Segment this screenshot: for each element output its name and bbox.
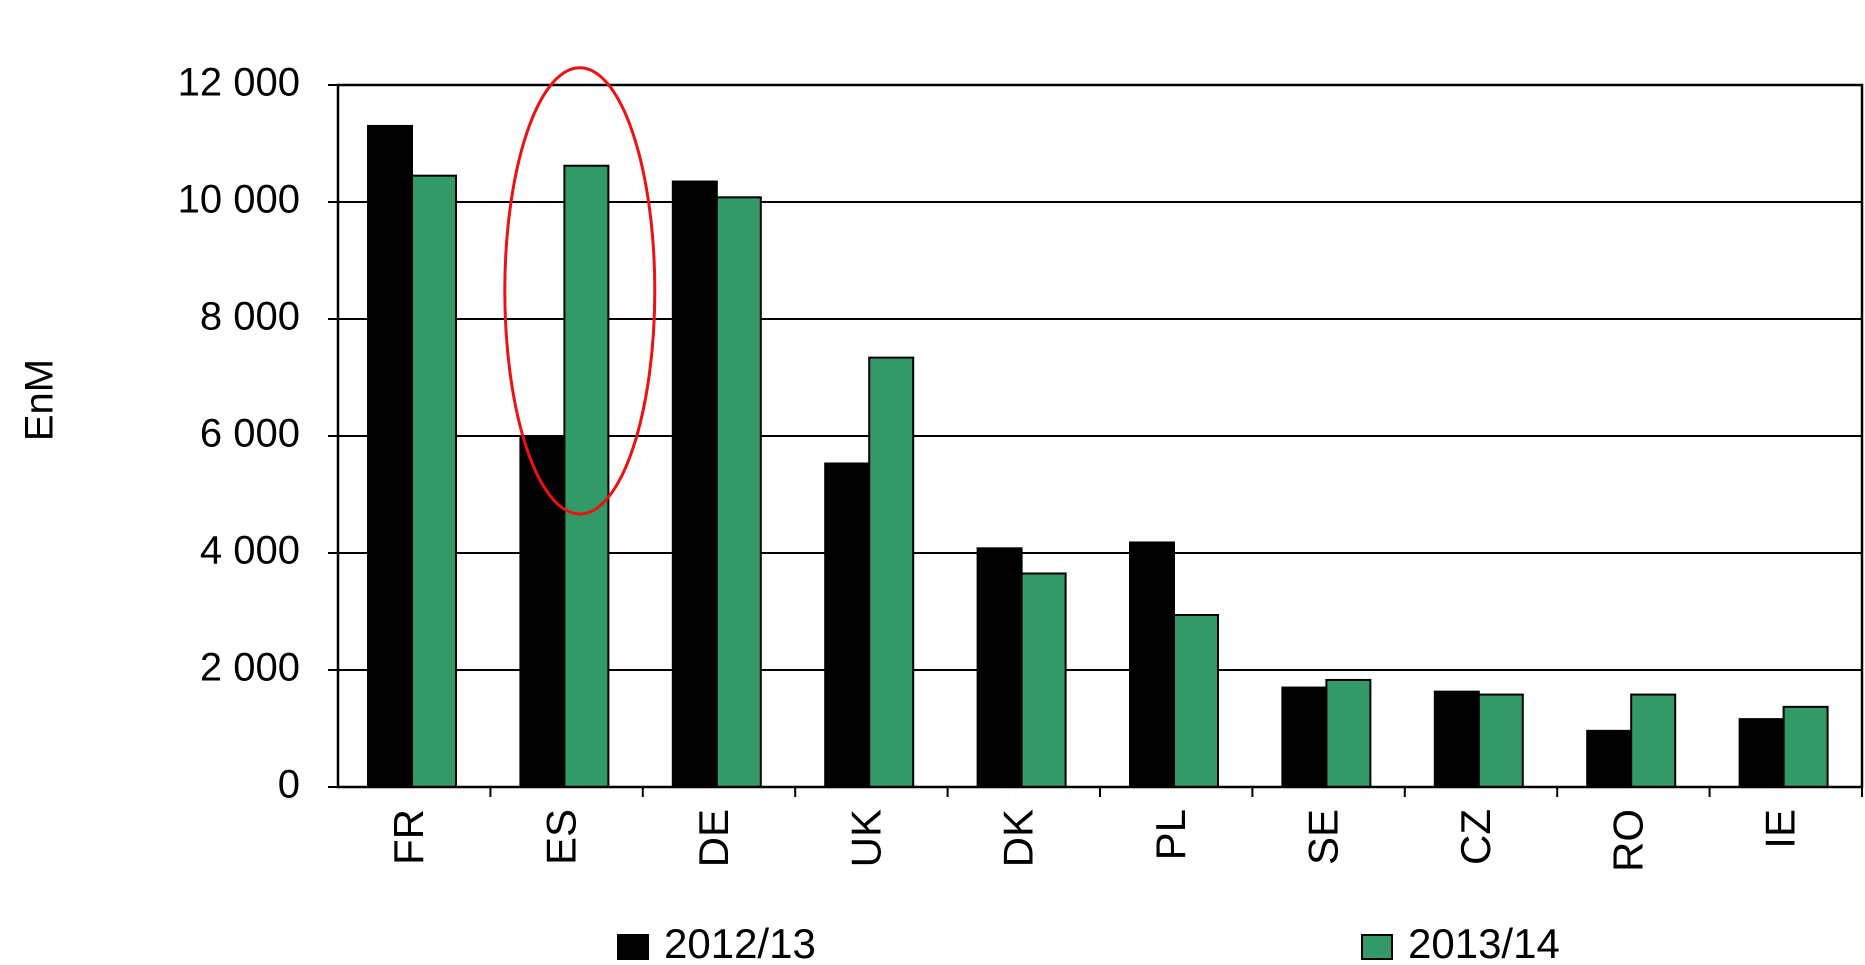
legend: 2012/13 2013/14 — [617, 920, 1560, 965]
x-tick-label-RO: RO — [1604, 809, 1651, 872]
bar-DK-2013-14 — [1020, 572, 1067, 788]
bar-ES-2013-14 — [563, 164, 610, 789]
y-tick-label: 6 000 — [200, 412, 300, 456]
bar-FR-2012-13 — [367, 124, 413, 788]
x-tick-label-DK: DK — [995, 809, 1042, 867]
bar-SE-2012-13 — [1281, 686, 1328, 788]
y-tick-label: 12 000 — [178, 61, 300, 105]
y-tick-label: 8 000 — [200, 295, 300, 339]
plot-frame — [336, 83, 1864, 789]
y-tick-label: 2 000 — [200, 646, 300, 690]
bars — [367, 124, 1829, 789]
x-tick-label-SE: SE — [1299, 809, 1346, 865]
x-tick-label-DE: DE — [690, 809, 737, 867]
y-tick-label: 4 000 — [200, 529, 300, 573]
legend-label-2012-13: 2012/13 — [664, 920, 816, 965]
bar-DE-2013-14 — [715, 196, 762, 788]
x-tick-label-IE: IE — [1757, 809, 1804, 849]
x-tick-label-PL: PL — [1147, 809, 1194, 860]
bar-SE-2013-14 — [1325, 678, 1372, 789]
x-tick-label-UK: UK — [842, 809, 889, 867]
highlight-ellipse — [503, 66, 657, 516]
bar-RO-2013-14 — [1630, 693, 1677, 789]
y-tick-label: 0 — [278, 763, 300, 807]
bar-IE-2012-13 — [1738, 718, 1785, 789]
bar-UK-2013-14 — [868, 356, 915, 788]
x-tick-label-ES: ES — [537, 809, 584, 865]
bar-ES-2012-13 — [519, 435, 566, 788]
x-tick-label-FR: FR — [385, 809, 432, 865]
y-tick-label: 10 000 — [178, 178, 300, 222]
y-tick-labels: 0 2 000 4 000 6 000 8 000 10 000 12 000 — [178, 61, 300, 807]
bar-RO-2012-13 — [1586, 729, 1633, 789]
bar-FR-2013-14 — [411, 174, 457, 789]
bar-CZ-2012-13 — [1433, 690, 1480, 789]
bar-UK-2012-13 — [824, 462, 871, 788]
bar-CZ-2013-14 — [1477, 693, 1524, 789]
bar-DE-2012-13 — [671, 180, 718, 788]
y-axis-label: EnM — [18, 359, 62, 441]
bar-PL-2013-14 — [1173, 614, 1219, 789]
legend-label-2013-14: 2013/14 — [1408, 920, 1560, 965]
bar-DK-2012-13 — [976, 547, 1023, 788]
bar-IE-2013-14 — [1782, 705, 1829, 788]
legend-swatch-2012-13 — [617, 934, 649, 960]
legend-swatch-2013-14 — [1361, 934, 1393, 960]
bar-PL-2012-13 — [1129, 541, 1175, 788]
x-tick-label-CZ: CZ — [1452, 809, 1499, 865]
x-category-labels: FR ES DE UK DK PL SE CZ RO IE — [385, 809, 1804, 872]
